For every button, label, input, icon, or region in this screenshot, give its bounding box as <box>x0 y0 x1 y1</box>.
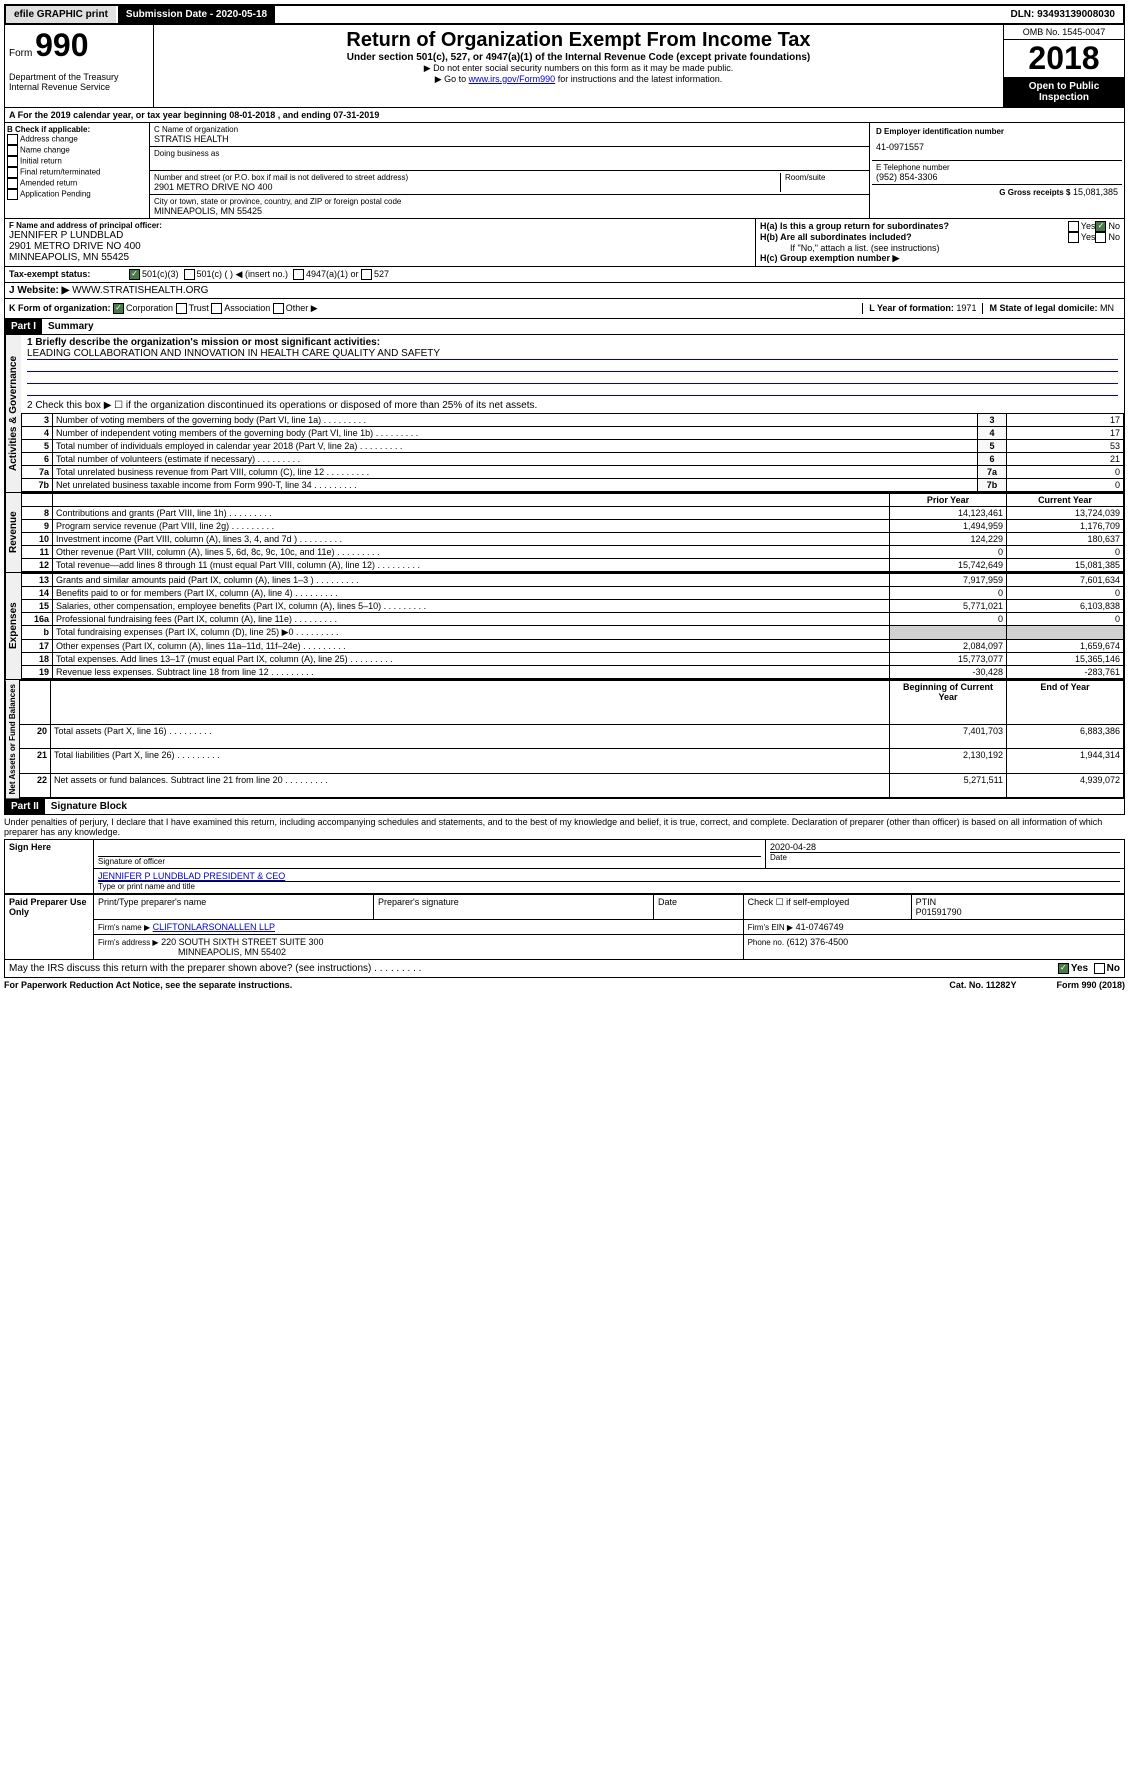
chk-discuss-no[interactable] <box>1094 963 1105 974</box>
chk-501c[interactable] <box>184 269 195 280</box>
page-footer: For Paperwork Reduction Act Notice, see … <box>4 978 1125 992</box>
chk-final[interactable] <box>7 167 18 178</box>
chk-501c3[interactable] <box>129 269 140 280</box>
officer-name: JENNIFER P LUNDBLAD <box>9 230 751 241</box>
submission-date-button[interactable]: Submission Date - 2020-05-18 <box>118 6 277 23</box>
box-c: C Name of organization STRATIS HEALTH Do… <box>150 123 869 218</box>
chk-address[interactable] <box>7 134 18 145</box>
form-title: Return of Organization Exempt From Incom… <box>158 29 999 52</box>
chk-pending[interactable] <box>7 189 18 200</box>
net-label: Net Assets or Fund Balances <box>5 680 19 798</box>
exp-section: Expenses 13Grants and similar amounts pa… <box>4 573 1125 680</box>
website-link[interactable]: WWW.STRATISHEALTH.ORG <box>72 285 208 296</box>
firm-ein: 41-0746749 <box>796 922 844 932</box>
form-subtitle: Under section 501(c), 527, or 4947(a)(1)… <box>158 52 999 63</box>
ptin: P01591790 <box>916 907 962 917</box>
officer-name-link[interactable]: JENNIFER P LUNDBLAD PRESIDENT & CEO <box>98 871 1120 882</box>
phone: (952) 854-3306 <box>876 172 1118 182</box>
dln-label: DLN: 93493139008030 <box>1002 6 1123 23</box>
org-name: STRATIS HEALTH <box>154 134 865 144</box>
form-header: Form 990 Department of the Treasury Inte… <box>4 25 1125 108</box>
box-d-e-g: D Employer identification number 41-0971… <box>869 123 1124 218</box>
mission-text: LEADING COLLABORATION AND INNOVATION IN … <box>27 348 1118 360</box>
gov-section: Activities & Governance 1 Briefly descri… <box>4 335 1125 493</box>
tax-year: 2018 <box>1004 40 1124 77</box>
taxexempt-row: Tax-exempt status: 501(c)(3) 501(c) ( ) … <box>4 267 1125 283</box>
instructions-link[interactable]: www.irs.gov/Form990 <box>469 74 556 84</box>
top-toolbar: efile GRAPHIC print Submission Date - 20… <box>4 4 1125 25</box>
net-table: Beginning of Current YearEnd of Year20To… <box>19 680 1124 798</box>
exp-table: 13Grants and similar amounts paid (Part … <box>21 573 1124 679</box>
chk-ha-yes[interactable] <box>1068 221 1079 232</box>
rev-section: Revenue Prior YearCurrent Year8Contribut… <box>4 493 1125 573</box>
form-word: Form <box>9 48 32 59</box>
org-address: 2901 METRO DRIVE NO 400 <box>154 182 780 192</box>
firm-link[interactable]: CLIFTONLARSONALLEN LLP <box>153 922 275 932</box>
chk-name[interactable] <box>7 145 18 156</box>
discuss-row: May the IRS discuss this return with the… <box>4 960 1125 978</box>
sign-date: 2020-04-28 <box>770 842 1120 853</box>
chk-corp[interactable] <box>113 303 124 314</box>
form-number-cell: Form 990 Department of the Treasury Inte… <box>5 25 154 107</box>
firm-phone: (612) 376-4500 <box>787 937 849 947</box>
bcd-row: B Check if applicable: Address change Na… <box>4 123 1125 219</box>
chk-hb-no[interactable] <box>1095 232 1106 243</box>
org-city: MINNEAPOLIS, MN 55425 <box>154 206 865 216</box>
chk-527[interactable] <box>361 269 372 280</box>
net-section: Net Assets or Fund Balances Beginning of… <box>4 680 1125 799</box>
rev-label: Revenue <box>5 493 21 572</box>
period-row: A For the 2019 calendar year, or tax yea… <box>4 108 1125 123</box>
gov-table: 3Number of voting members of the governi… <box>21 413 1124 492</box>
box-b: B Check if applicable: Address change Na… <box>5 123 150 218</box>
chk-assoc[interactable] <box>211 303 222 314</box>
paid-preparer-block: Paid Preparer Use Only Print/Type prepar… <box>4 894 1125 960</box>
sign-here-label: Sign Here <box>5 840 94 894</box>
chk-hb-yes[interactable] <box>1068 232 1079 243</box>
gov-label: Activities & Governance <box>5 335 21 492</box>
klm-row: K Form of organization: Corporation Trus… <box>4 299 1125 319</box>
year-cell: OMB No. 1545-0047 2018 Open to PublicIns… <box>1003 25 1124 107</box>
year-formation: 1971 <box>956 303 976 313</box>
gross-receipts: 15,081,385 <box>1073 187 1118 197</box>
form-note1: ▶ Do not enter social security numbers o… <box>158 63 999 74</box>
website-row: J Website: ▶ WWW.STRATISHEALTH.ORG <box>4 283 1125 299</box>
chk-other[interactable] <box>273 303 284 314</box>
chk-trust[interactable] <box>176 303 187 314</box>
chk-4947[interactable] <box>293 269 304 280</box>
dept-label: Department of the Treasury Internal Reve… <box>9 72 149 92</box>
chk-amended[interactable] <box>7 178 18 189</box>
omb-label: OMB No. 1545-0047 <box>1004 25 1124 40</box>
form-number: 990 <box>35 27 88 63</box>
efile-button[interactable]: efile GRAPHIC print <box>6 6 118 23</box>
open-public-badge: Open to PublicInspection <box>1004 77 1124 107</box>
chk-initial[interactable] <box>7 156 18 167</box>
paid-preparer-label: Paid Preparer Use Only <box>5 895 94 960</box>
title-cell: Return of Organization Exempt From Incom… <box>154 25 1003 107</box>
perjury-text: Under penalties of perjury, I declare th… <box>4 815 1125 839</box>
chk-ha-no[interactable] <box>1095 221 1106 232</box>
sign-block: Sign Here Signature of officer 2020-04-2… <box>4 839 1125 894</box>
exp-label: Expenses <box>5 573 21 679</box>
part2-header: Part II Signature Block <box>4 799 1125 815</box>
form-note2: ▶ Go to www.irs.gov/Form990 for instruct… <box>158 74 999 85</box>
ein: 41-0971557 <box>876 136 1118 158</box>
fh-row: F Name and address of principal officer:… <box>4 219 1125 267</box>
state-domicile: MN <box>1100 303 1114 313</box>
rev-table: Prior YearCurrent Year8Contributions and… <box>21 493 1124 572</box>
chk-discuss-yes[interactable] <box>1058 963 1069 974</box>
part1-header: Part I Summary <box>4 319 1125 335</box>
